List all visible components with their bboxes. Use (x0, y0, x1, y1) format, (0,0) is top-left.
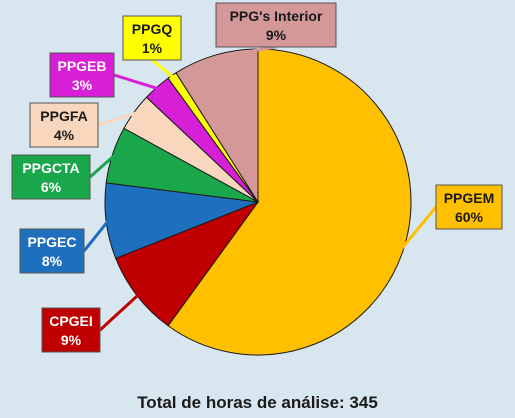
data-label-percent: 1% (142, 40, 163, 56)
data-label: PPG's Interior 9% (215, 2, 337, 48)
leader-line (82, 219, 110, 252)
data-label-name: PPGEB (57, 58, 106, 74)
data-label-name: PPGCTA (22, 160, 79, 176)
data-label-name: PPG's Interior (230, 8, 323, 24)
chart-caption: Total de horas de análise: 345 (137, 393, 378, 412)
data-label: PPGEC 8% (19, 228, 85, 274)
data-label-name: PPGFA (40, 108, 87, 124)
data-label-box (122, 15, 182, 61)
data-label-percent: 6% (41, 179, 62, 195)
leader-line (97, 111, 137, 127)
data-label-percent: 60% (455, 209, 484, 225)
data-label-name: PPGEC (27, 234, 76, 250)
data-label-percent: 4% (54, 127, 75, 143)
data-label: PPGCTA 6% (11, 154, 91, 200)
data-label-name: CPGEI (49, 313, 93, 329)
leader-line (400, 206, 438, 250)
data-label-box (49, 52, 115, 98)
leader-line (89, 154, 116, 179)
data-label: PPGEB 3% (49, 52, 115, 98)
pie-slice-ppgem (167, 48, 412, 356)
data-label-box (11, 154, 91, 200)
data-label: CPGEI 9% (41, 307, 101, 353)
leader-line (215, 45, 277, 59)
data-label-percent: 9% (266, 27, 287, 43)
leader-line (113, 73, 159, 91)
data-label-percent: 9% (61, 332, 82, 348)
data-label-name: PPGQ (132, 21, 173, 37)
data-label-box (41, 307, 101, 353)
data-label: PPGEM 60% (435, 184, 503, 230)
data-label-percent: 3% (72, 77, 93, 93)
data-label-percent: 8% (42, 253, 63, 269)
data-label: PPGFA 4% (29, 102, 99, 148)
data-label-box (29, 102, 99, 148)
leader-line (151, 58, 175, 79)
data-label: PPGQ 1% (122, 15, 182, 61)
data-label-box (215, 2, 337, 48)
data-label-name: PPGEM (444, 190, 495, 206)
leader-line (98, 293, 140, 332)
data-label-box (435, 184, 503, 230)
data-label-box (19, 228, 85, 274)
